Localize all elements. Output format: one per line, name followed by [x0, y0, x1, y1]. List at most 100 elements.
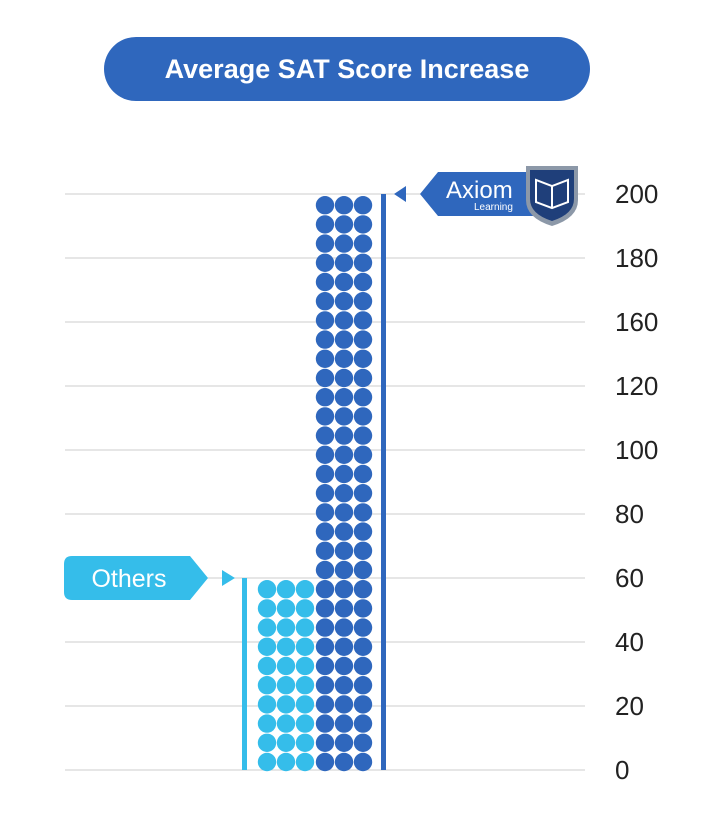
bar-dot-axiom — [353, 676, 373, 695]
bar-dot-axiom — [334, 311, 354, 330]
bar-dot-axiom — [315, 330, 335, 349]
bar-dot-others — [295, 656, 315, 676]
bar-dot-axiom — [315, 676, 335, 695]
bar-dot-axiom — [353, 388, 373, 407]
label-tag-others — [64, 556, 208, 600]
chart-title: Average SAT Score Increase — [104, 37, 590, 101]
bar-dot-axiom — [353, 407, 373, 426]
bar-dot-axiom — [353, 445, 373, 464]
bar-dot-others — [257, 599, 277, 618]
bar-dot-axiom — [334, 695, 354, 714]
bar-dot-others — [257, 752, 277, 772]
bar-dot-others — [295, 695, 315, 714]
bar-dot-axiom — [353, 618, 373, 637]
label-tag-axiom — [420, 172, 548, 216]
bar-dot-axiom — [315, 368, 335, 388]
bar-dot-axiom — [334, 234, 354, 253]
bar-dot-axiom — [334, 464, 354, 484]
bar-dot-others — [295, 637, 315, 656]
y-tick-label: 120 — [615, 371, 658, 401]
bar-dot-axiom — [315, 426, 335, 445]
bar-dot-axiom — [334, 503, 354, 522]
bar-dot-axiom — [353, 349, 373, 368]
bar-dot-axiom — [353, 292, 373, 311]
bar-dot-axiom — [353, 215, 373, 234]
bar-dot-axiom — [353, 733, 373, 752]
bar-dot-others — [295, 733, 315, 752]
bar-dot-axiom — [353, 580, 373, 599]
bar-dot-axiom — [315, 752, 335, 772]
bar-dot-axiom — [315, 445, 335, 464]
bar-dot-axiom — [353, 714, 373, 733]
bar-dot-others — [276, 618, 296, 637]
bar-dot-axiom — [315, 215, 335, 234]
bar-dot-axiom — [334, 484, 354, 503]
bar-dot-axiom — [334, 656, 354, 676]
bar-dot-axiom — [315, 580, 335, 599]
bar-dot-others — [276, 695, 296, 714]
bar-dot-axiom — [353, 599, 373, 618]
bar-dot-axiom — [315, 234, 335, 253]
bar-dot-axiom — [334, 388, 354, 407]
triangle-pointer-icon — [222, 570, 235, 586]
bar-dot-axiom — [334, 599, 354, 618]
bar-dot-axiom — [353, 752, 373, 772]
bar-dot-axiom — [353, 234, 373, 253]
bar-dot-axiom — [353, 464, 373, 484]
bar-dot-axiom — [353, 311, 373, 330]
bar-dot-others — [257, 676, 277, 695]
bar-dot-others — [276, 733, 296, 752]
bar-dot-others — [276, 714, 296, 733]
bar-dot-axiom — [315, 695, 335, 714]
bar-dot-axiom — [315, 253, 335, 272]
bar-dot-axiom — [334, 253, 354, 272]
bar-dot-axiom — [334, 580, 354, 599]
bar-dot-axiom — [334, 349, 354, 368]
bar-dot-axiom — [353, 503, 373, 522]
bar-dot-others — [276, 637, 296, 656]
bar-dot-others — [295, 752, 315, 772]
bar-dot-axiom — [315, 484, 335, 503]
bar-dot-axiom — [334, 215, 354, 234]
label-axiom-sub: Learning — [474, 202, 513, 213]
bar-dot-others — [276, 580, 296, 599]
bar-dot-axiom — [334, 522, 354, 541]
bar-dot-axiom — [315, 541, 335, 560]
y-tick-label: 200 — [615, 179, 658, 209]
bar-dot-axiom — [334, 637, 354, 656]
bar-dot-axiom — [353, 637, 373, 656]
bar-dot-axiom — [315, 618, 335, 637]
bar-dot-axiom — [315, 637, 335, 656]
bar-dot-others — [257, 618, 277, 637]
bar-dot-axiom — [315, 714, 335, 733]
bar-dot-others — [257, 580, 277, 599]
bar-dot-axiom — [334, 407, 354, 426]
bar-dot-axiom — [353, 272, 373, 292]
bar-dot-axiom — [334, 196, 354, 215]
bar-dot-others — [257, 714, 277, 733]
bar-dot-axiom — [353, 560, 373, 580]
bar-dot-others — [295, 580, 315, 599]
bar-dot-others — [276, 599, 296, 618]
label-others: Others — [91, 565, 166, 593]
y-tick-label: 80 — [615, 499, 644, 529]
y-tick-label: 20 — [615, 691, 644, 721]
bar-dot-axiom — [353, 196, 373, 215]
bar-dot-others — [257, 733, 277, 752]
bar-dot-axiom — [334, 676, 354, 695]
bar-dot-axiom — [334, 272, 354, 292]
bar-dot-axiom — [315, 464, 335, 484]
bar-dot-axiom — [334, 426, 354, 445]
bar-dot-others — [257, 695, 277, 714]
bar-dot-axiom — [334, 733, 354, 752]
bar-dot-axiom — [353, 484, 373, 503]
bar-dot-axiom — [315, 407, 335, 426]
bar-dot-others — [276, 752, 296, 772]
bar-dot-others — [295, 618, 315, 637]
bar-dot-axiom — [353, 541, 373, 560]
bar-dot-axiom — [353, 695, 373, 714]
bar-dot-others — [295, 714, 315, 733]
bar-dot-axiom — [315, 656, 335, 676]
bar-dot-axiom — [315, 599, 335, 618]
bar-dot-axiom — [315, 196, 335, 215]
